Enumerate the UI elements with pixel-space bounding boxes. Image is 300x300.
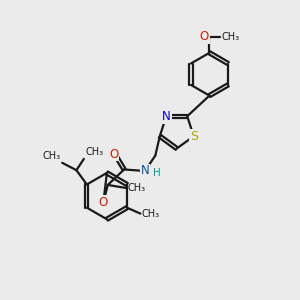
Text: O: O — [99, 196, 108, 209]
Text: H: H — [153, 168, 161, 178]
Text: O: O — [200, 30, 209, 43]
Text: CH₃: CH₃ — [127, 183, 145, 193]
Text: CH₃: CH₃ — [221, 32, 239, 42]
Text: N: N — [141, 164, 149, 178]
Text: CH₃: CH₃ — [85, 147, 103, 158]
Text: CH₃: CH₃ — [42, 151, 60, 161]
Text: CH₃: CH₃ — [142, 208, 160, 219]
Text: N: N — [162, 110, 171, 123]
Text: S: S — [190, 130, 198, 143]
Text: O: O — [109, 148, 118, 160]
